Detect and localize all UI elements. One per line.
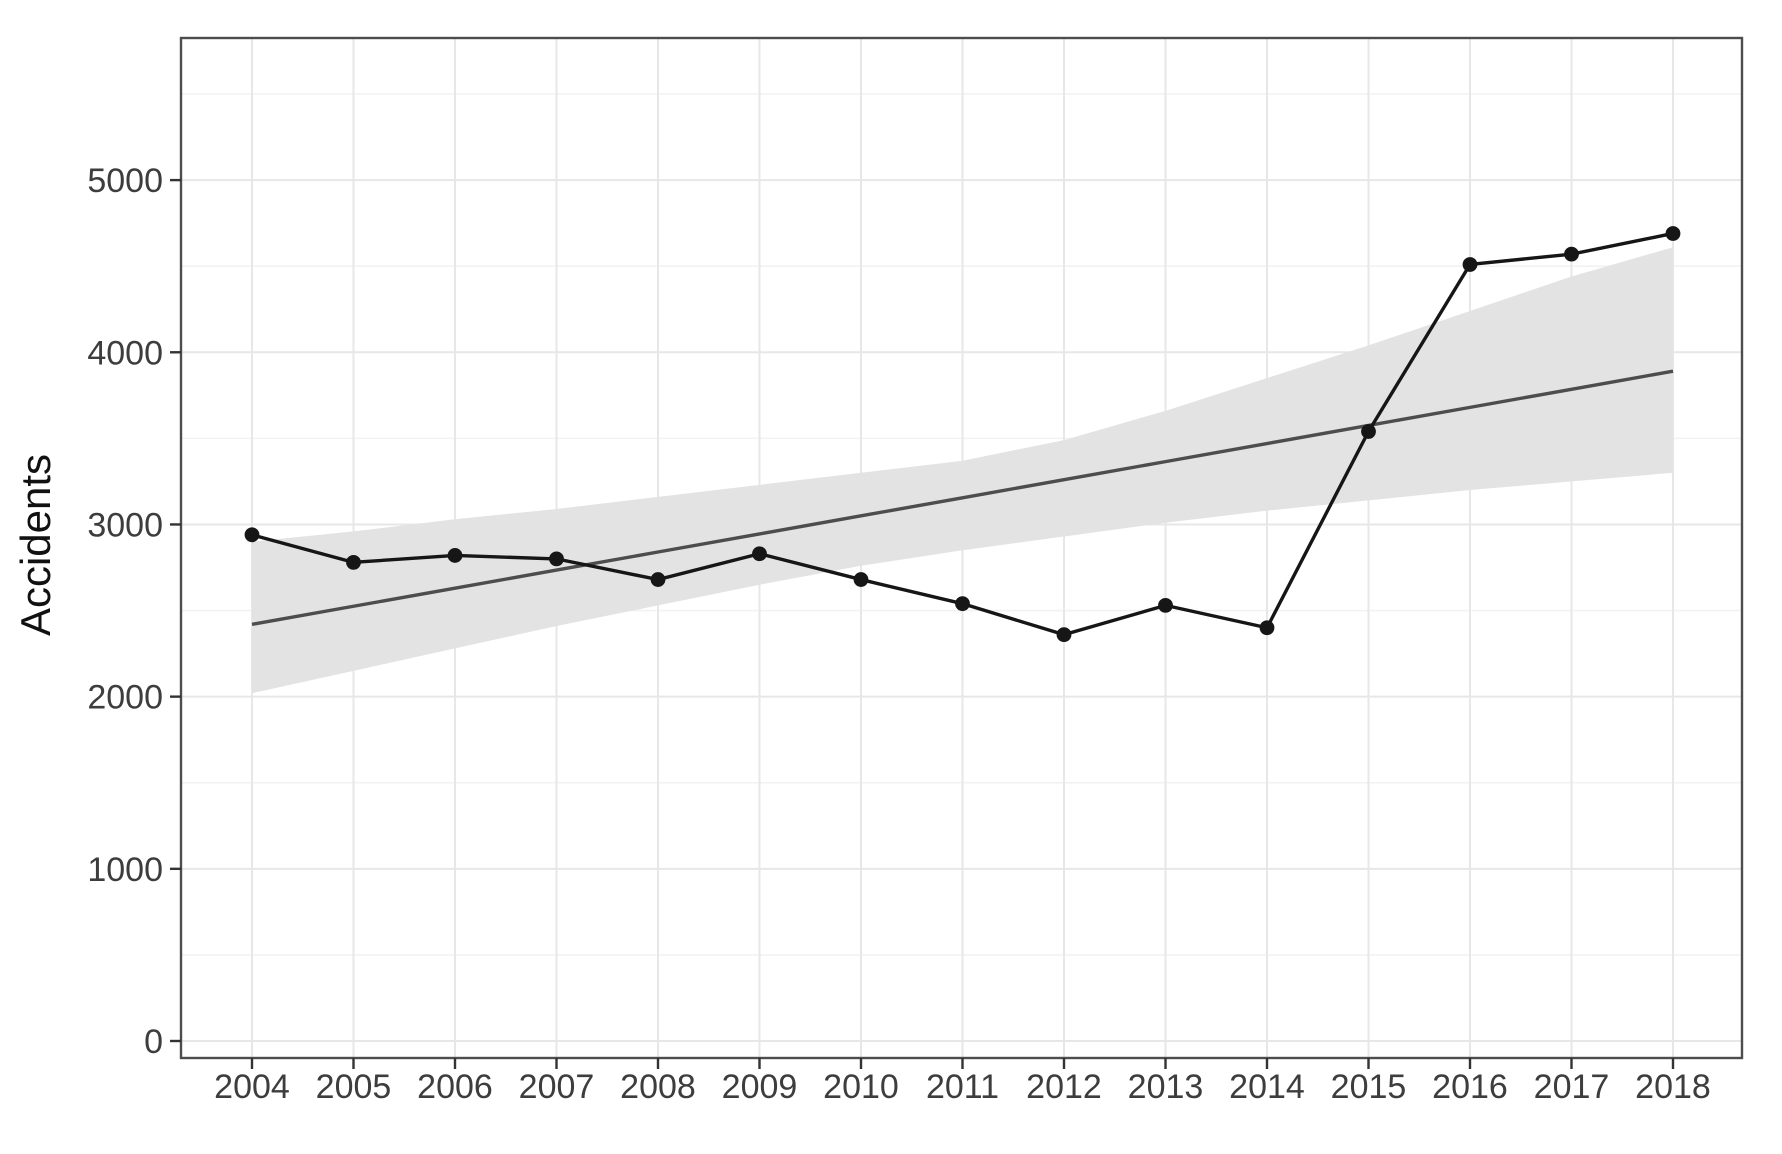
observed-points — [244, 226, 1681, 643]
axis-ticks — [170, 178, 1675, 1069]
confidence-ribbon — [252, 247, 1673, 694]
x-tick-label: 2006 — [417, 1068, 493, 1106]
x-tick-label: 2013 — [1128, 1068, 1204, 1106]
trend-line-path — [251, 369, 1674, 626]
x-tick-label: 2004 — [214, 1068, 290, 1106]
x-tick-label: 2005 — [316, 1068, 392, 1106]
data-point — [447, 548, 463, 563]
data-point — [955, 596, 970, 612]
data-point — [752, 546, 767, 562]
x-tick-label: 2012 — [1026, 1068, 1102, 1106]
y-tick-label: 4000 — [87, 334, 163, 372]
y-axis-title: Accidents — [12, 454, 59, 636]
x-tick-labels: 2004 2005 2006 2007 2008 2009 2010 2011 2012 2013… — [214, 1068, 1711, 1106]
x-tick-label: 2010 — [823, 1068, 899, 1106]
data-point — [1259, 620, 1275, 636]
data-point — [1361, 424, 1376, 439]
data-point — [244, 527, 260, 543]
x-tick-label: 2007 — [519, 1068, 595, 1106]
data-point — [1665, 226, 1681, 241]
data-point — [650, 572, 666, 587]
trend-line — [251, 369, 1674, 626]
x-tick-label: 2011 — [926, 1068, 999, 1106]
data-point — [1056, 627, 1072, 643]
confidence-band-area — [252, 247, 1673, 694]
y-tick-label: 5000 — [87, 162, 163, 200]
y-tick-label: 3000 — [87, 506, 163, 544]
data-point — [1462, 257, 1478, 272]
data-point — [1564, 246, 1579, 262]
data-point — [549, 551, 564, 567]
y-tick-label: 0 — [144, 1023, 163, 1061]
x-tick-label: 2015 — [1331, 1068, 1407, 1106]
x-tick-label: 2009 — [722, 1068, 798, 1106]
data-point — [853, 572, 869, 587]
x-tick-label: 2008 — [620, 1068, 696, 1106]
x-tick-label: 2016 — [1432, 1068, 1508, 1106]
x-tick-label: 2014 — [1229, 1068, 1305, 1106]
y-tick-label: 2000 — [87, 679, 163, 717]
data-point — [1158, 597, 1173, 613]
x-tick-label: 2018 — [1635, 1068, 1711, 1106]
data-point — [346, 554, 361, 570]
y-tick-label: 1000 — [87, 851, 163, 889]
x-tick-label: 2017 — [1534, 1068, 1610, 1106]
y-tick-labels: 0 1000 2000 3000 4000 5000 — [87, 162, 163, 1061]
